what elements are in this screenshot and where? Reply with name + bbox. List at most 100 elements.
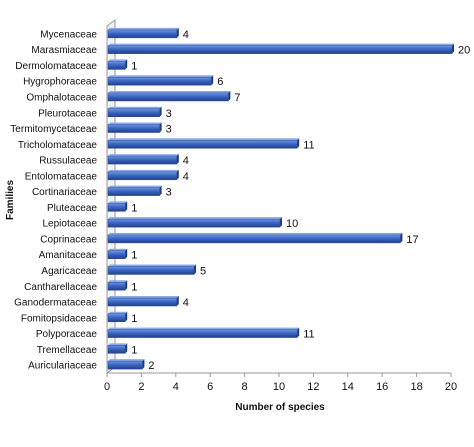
data-label: 4 <box>183 29 189 41</box>
data-label: 20 <box>458 45 470 57</box>
bar-top <box>108 359 145 362</box>
bar <box>107 171 178 181</box>
bar-end <box>280 217 282 228</box>
category-label: Hygrophoraceae <box>23 77 97 88</box>
bar <box>107 297 178 307</box>
plot-wall <box>106 19 451 374</box>
bar-top <box>108 90 231 93</box>
x-axis-title: Number of species <box>235 402 325 413</box>
bar <box>107 92 229 102</box>
x-tick-label: 20 <box>445 381 457 393</box>
bar-end <box>176 169 179 180</box>
category-label: Lepiotaceae <box>43 219 98 230</box>
category-label: Marasmiaceae <box>31 45 97 56</box>
bar <box>107 234 401 244</box>
category-labels: Mycenaceae Marasmiaceae Dermolomataceae Hyg… <box>10 29 97 371</box>
bar <box>107 61 126 70</box>
bar-end <box>176 154 179 165</box>
data-label: 17 <box>406 234 418 246</box>
x-tick-label: 0 <box>104 381 110 393</box>
bar-end <box>125 343 128 354</box>
category-label: Auriculariaceae <box>28 361 97 372</box>
data-label: 1 <box>131 313 137 325</box>
category-label: Termitomycetaceae <box>10 124 97 135</box>
category-label: Dermolomataceae <box>15 61 97 72</box>
bar <box>107 250 126 259</box>
data-label: 6 <box>217 76 223 88</box>
bar-top <box>108 343 128 346</box>
y-axis-title: Families <box>5 180 16 220</box>
bar-end <box>125 59 128 70</box>
bar-top <box>108 106 162 109</box>
data-label: 5 <box>200 265 206 277</box>
bar-end <box>211 75 214 86</box>
data-label: 2 <box>148 360 154 372</box>
bar <box>107 108 160 117</box>
bar <box>107 329 298 338</box>
bar-end <box>452 43 454 54</box>
bar <box>107 345 126 354</box>
data-label: 3 <box>166 124 172 136</box>
bar-top <box>108 27 179 30</box>
x-tick-label: 16 <box>376 381 388 393</box>
category-label: Polyporaceae <box>36 329 98 340</box>
bar-end <box>159 106 162 117</box>
bar-top <box>108 122 162 125</box>
data-label: 1 <box>131 60 137 72</box>
category-label: Mycenaceae <box>40 29 97 40</box>
data-label: 4 <box>183 171 189 183</box>
category-label: Coprinaceae <box>40 234 97 245</box>
data-label: 3 <box>166 108 172 120</box>
data-label: 7 <box>234 92 240 104</box>
bar-top <box>108 311 128 314</box>
data-label: 1 <box>131 281 137 293</box>
x-tick-label: 2 <box>138 381 144 393</box>
bar <box>107 29 178 39</box>
bar-end <box>125 311 128 322</box>
bar-end <box>159 185 162 196</box>
bar-top <box>108 201 128 204</box>
bar-top <box>108 280 128 283</box>
bar <box>107 218 281 228</box>
bar <box>107 187 160 196</box>
bars-group <box>107 27 454 370</box>
category-label: Russulaceae <box>39 156 97 167</box>
bar-top <box>108 264 196 267</box>
x-tick-label: 18 <box>410 381 422 393</box>
data-label: 4 <box>183 297 189 309</box>
category-label: Tricholomataceae <box>18 140 98 151</box>
bar-top <box>108 296 179 299</box>
data-label: 11 <box>303 139 314 151</box>
bar-end <box>125 248 128 259</box>
x-tick-label: 14 <box>342 381 354 393</box>
bar-end <box>159 122 162 133</box>
bar <box>107 140 298 149</box>
bar <box>107 45 453 54</box>
category-label: Pluteaceae <box>47 203 97 214</box>
bar <box>107 203 126 212</box>
x-tick-label: 4 <box>173 381 179 393</box>
data-label: 10 <box>286 218 298 230</box>
bar-top <box>108 248 128 251</box>
bar-end <box>125 201 128 212</box>
bar-top <box>108 138 300 141</box>
bar-top <box>108 232 403 235</box>
x-tick-label: 12 <box>307 381 319 393</box>
bar <box>107 155 178 165</box>
bar <box>107 282 126 291</box>
bar <box>107 76 212 86</box>
category-label: Cortinariaceae <box>32 187 97 198</box>
data-label: 1 <box>131 250 137 262</box>
data-label: 3 <box>166 187 172 199</box>
category-label: Agaricaceae <box>41 266 97 277</box>
category-label: Tremellaceae <box>37 345 98 356</box>
category-label: Fomitopsidaceae <box>21 313 98 324</box>
category-label: Entolomataceae <box>25 171 98 182</box>
bar <box>107 266 195 275</box>
x-axis: 0 2 4 6 8 10 12 14 16 18 20 <box>104 373 457 393</box>
bar-end <box>400 232 403 243</box>
bar <box>107 124 160 133</box>
category-label: Amanitaceae <box>39 250 98 261</box>
x-tick-label: 8 <box>242 381 248 393</box>
